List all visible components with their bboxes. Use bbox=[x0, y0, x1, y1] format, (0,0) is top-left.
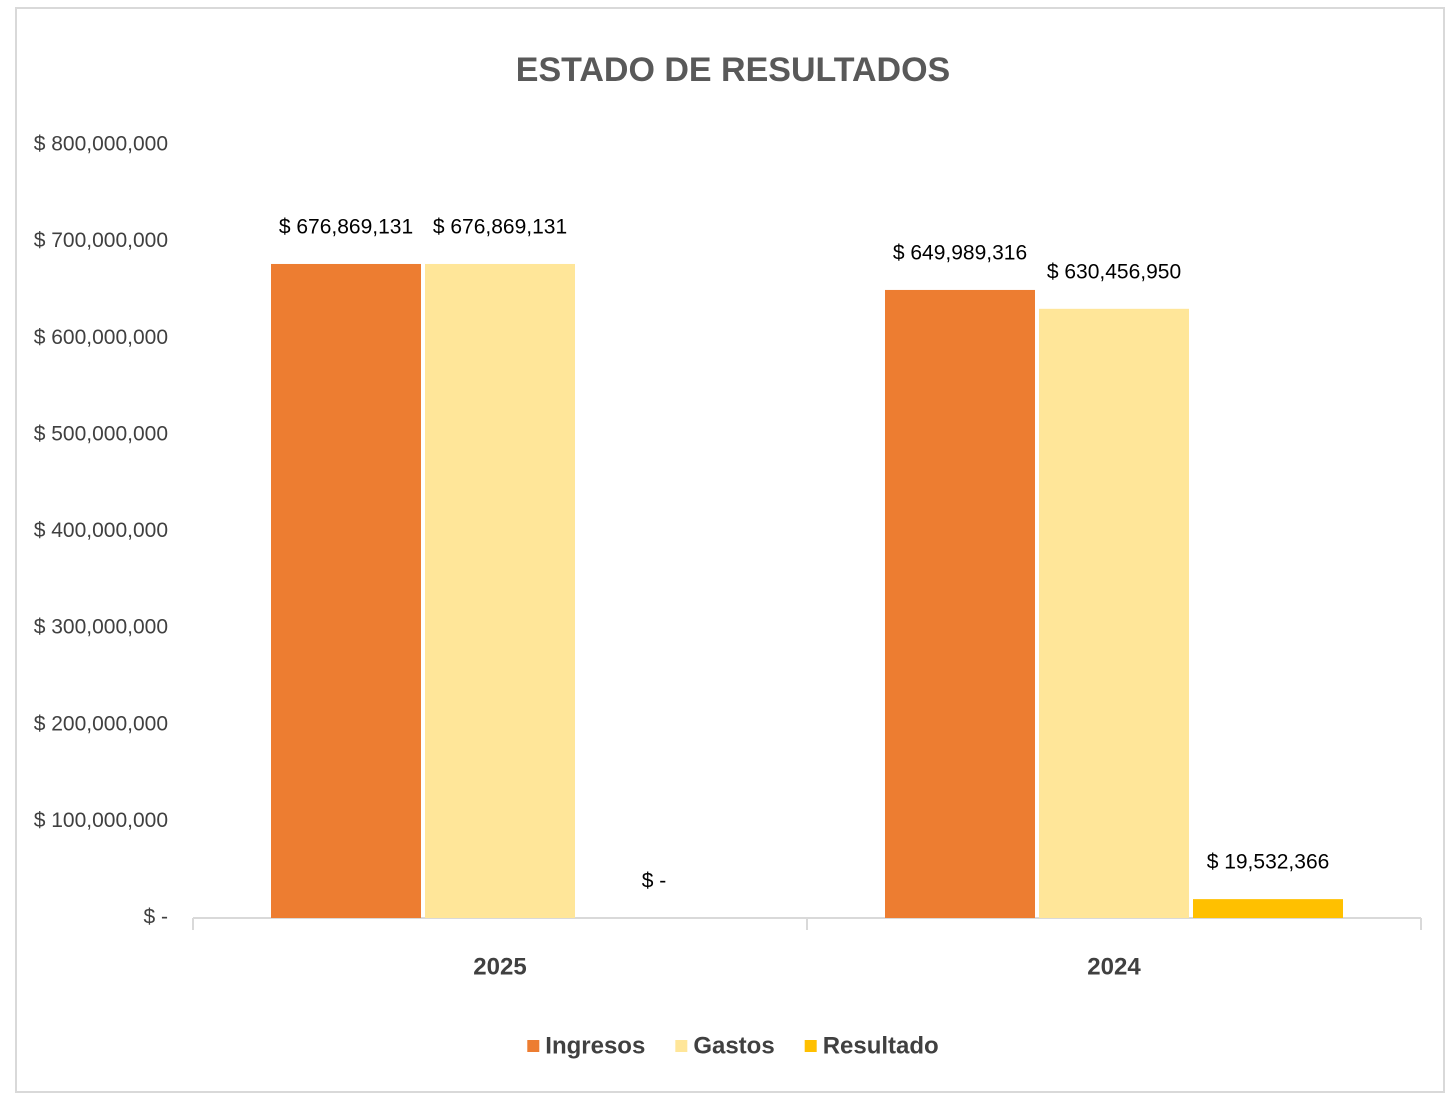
chart-border bbox=[15, 7, 1445, 1093]
value-label: $ 676,869,131 bbox=[433, 216, 567, 239]
legend-swatch bbox=[804, 1040, 817, 1052]
x-tick-label: 2024 bbox=[1087, 953, 1141, 980]
y-tick-label: $ 700,000,000 bbox=[34, 229, 168, 252]
y-tick-label: $ 500,000,000 bbox=[34, 422, 168, 445]
y-tick-label: $ 400,000,000 bbox=[34, 519, 168, 542]
value-label: $ 19,532,366 bbox=[1207, 851, 1330, 874]
value-label: $ 630,456,950 bbox=[1047, 260, 1181, 283]
legend-label: Resultado bbox=[823, 1032, 939, 1059]
legend-label: Gastos bbox=[693, 1032, 774, 1059]
y-tick-label: $ 200,000,000 bbox=[34, 712, 168, 735]
y-tick-label: $ 600,000,000 bbox=[34, 326, 168, 349]
value-label: $ 676,869,131 bbox=[279, 216, 413, 239]
legend-swatch bbox=[527, 1040, 540, 1052]
bar bbox=[425, 263, 575, 918]
bar bbox=[1193, 899, 1343, 918]
y-tick-label: $ 300,000,000 bbox=[34, 616, 168, 639]
y-tick-label: $ 800,000,000 bbox=[34, 133, 168, 156]
bar bbox=[271, 263, 421, 918]
bar bbox=[885, 289, 1035, 918]
legend-label: Ingresos bbox=[545, 1032, 645, 1059]
x-tick-label: 2025 bbox=[473, 953, 526, 980]
value-label: $ - bbox=[642, 870, 667, 893]
legend-swatch bbox=[675, 1040, 688, 1052]
value-label: $ 649,989,316 bbox=[893, 241, 1027, 264]
chart-title: ESTADO DE RESULTADOS bbox=[516, 51, 950, 89]
y-tick-label: $ 100,000,000 bbox=[34, 809, 168, 832]
bar bbox=[1039, 308, 1189, 918]
y-tick-label: $ - bbox=[143, 906, 168, 929]
